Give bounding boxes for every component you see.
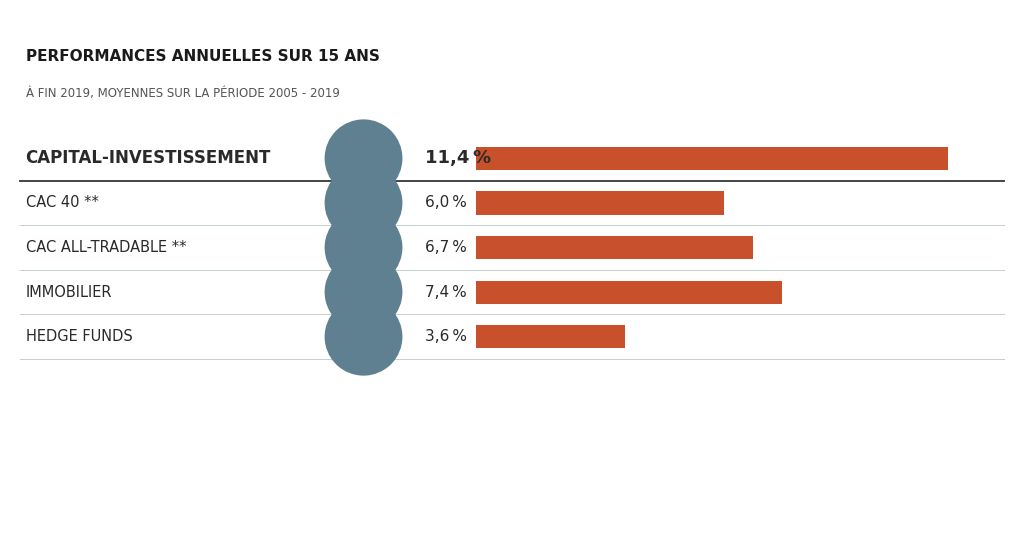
Text: HEDGE FUNDS: HEDGE FUNDS (26, 329, 132, 344)
Text: 6,0 %: 6,0 % (425, 195, 467, 211)
Text: CAC 40 **: CAC 40 ** (26, 195, 98, 211)
Text: 7,4 %: 7,4 % (425, 285, 467, 300)
Bar (476, 236, 754, 259)
Bar (476, 147, 948, 170)
Text: 11,4 %: 11,4 % (425, 149, 492, 168)
Text: À FIN 2019, MOYENNES SUR LA PÉRIODE 2005 - 2019: À FIN 2019, MOYENNES SUR LA PÉRIODE 2005… (26, 87, 340, 100)
Text: CAPITAL-INVESTISSEMENT: CAPITAL-INVESTISSEMENT (26, 149, 271, 168)
Text: 3,6 %: 3,6 % (425, 329, 467, 344)
Ellipse shape (325, 164, 402, 242)
Bar (476, 281, 782, 304)
Bar (476, 325, 625, 348)
Text: 6,7 %: 6,7 % (425, 240, 467, 255)
Ellipse shape (325, 208, 402, 287)
Text: CAC ALL-TRADABLE **: CAC ALL-TRADABLE ** (26, 240, 186, 255)
Ellipse shape (325, 298, 402, 376)
Ellipse shape (325, 119, 402, 197)
Bar (476, 191, 724, 214)
Text: PERFORMANCES ANNUELLES SUR 15 ANS: PERFORMANCES ANNUELLES SUR 15 ANS (26, 49, 380, 64)
Ellipse shape (325, 253, 402, 331)
Text: IMMOBILIER: IMMOBILIER (26, 285, 112, 300)
